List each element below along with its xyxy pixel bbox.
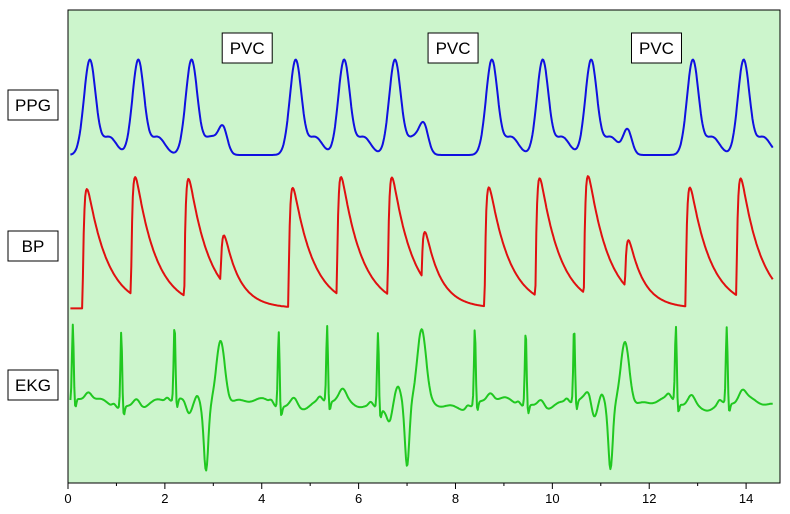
annotation-box-1 bbox=[221, 32, 273, 64]
series-label-text: EKG bbox=[15, 376, 51, 395]
x-tick-label-8: 8 bbox=[452, 491, 459, 506]
series-label-box bbox=[7, 369, 59, 401]
series-label-bp: BP bbox=[7, 230, 59, 262]
x-tick-label-2: 2 bbox=[161, 491, 168, 506]
annotation-text-1: PVC bbox=[230, 39, 265, 58]
x-tick-label-12: 12 bbox=[642, 491, 656, 506]
plot-area bbox=[67, 9, 781, 484]
x-tick-label-4: 4 bbox=[258, 491, 265, 506]
x-tick-label-14: 14 bbox=[739, 491, 753, 506]
series-line-bp bbox=[70, 175, 774, 310]
annotation-box-2 bbox=[427, 32, 479, 64]
x-tick-label-6: 6 bbox=[355, 491, 362, 506]
series-label-ekg: EKG bbox=[7, 369, 59, 401]
series-label-text: BP bbox=[22, 237, 45, 256]
series-line-ppg bbox=[70, 58, 774, 156]
series-label-box bbox=[7, 89, 59, 121]
x-tick-label-10: 10 bbox=[545, 491, 559, 506]
annotation-text-3: PVC bbox=[639, 39, 674, 58]
x-tick-label-0: 0 bbox=[64, 491, 71, 506]
series-label-box bbox=[7, 230, 59, 262]
series-label-text: PPG bbox=[15, 96, 51, 115]
series-line-ekg bbox=[69, 323, 773, 472]
series-label-ppg: PPG bbox=[7, 89, 59, 121]
annotation-text-2: PVC bbox=[436, 39, 471, 58]
annotation-box-3 bbox=[630, 32, 682, 64]
